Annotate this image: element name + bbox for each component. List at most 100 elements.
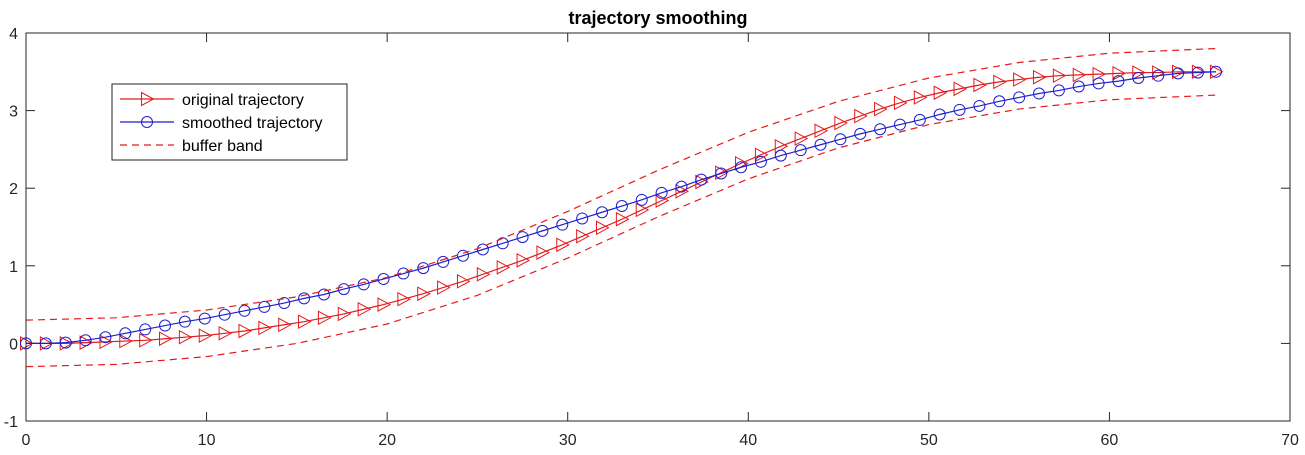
data-point (39, 337, 52, 350)
data-point (536, 245, 550, 260)
data-point (854, 108, 868, 124)
data-point (476, 266, 491, 282)
data-point (913, 90, 928, 105)
x-tick-label: 20 (378, 432, 396, 449)
data-point (456, 249, 469, 262)
data-point (854, 127, 867, 140)
data-point (516, 231, 529, 244)
legend-entry: buffer band (120, 138, 263, 155)
y-tick-label: 0 (9, 336, 18, 353)
legend-entry: smoothed trajectory (120, 115, 323, 132)
data-point (953, 81, 968, 97)
series-original-trajectory (19, 64, 1224, 351)
data-point (258, 300, 271, 313)
data-point (496, 260, 511, 275)
data-point (278, 317, 292, 333)
y-tick-label: 2 (9, 181, 18, 198)
data-point (1132, 72, 1145, 85)
series-line (26, 71, 1216, 344)
data-point (238, 323, 253, 339)
data-point (516, 253, 531, 268)
data-point (298, 314, 312, 330)
data-point (675, 183, 690, 199)
data-point (595, 220, 610, 236)
data-point (933, 108, 946, 121)
data-point (198, 328, 213, 343)
data-point (933, 85, 948, 101)
x-tick-label: 40 (739, 432, 757, 449)
data-point (615, 211, 630, 227)
y-tick-label: 1 (9, 259, 18, 276)
data-point (754, 155, 767, 168)
data-point (1132, 65, 1146, 80)
data-point (1052, 68, 1067, 84)
data-point (456, 273, 471, 289)
data-point (99, 334, 114, 350)
data-point (317, 288, 330, 301)
data-point (1033, 87, 1046, 100)
data-point (1112, 75, 1125, 88)
data-point (357, 301, 372, 317)
data-point (893, 95, 908, 111)
data-point (1072, 67, 1087, 83)
plot-frame (25, 32, 1291, 422)
data-point (993, 95, 1006, 108)
data-point (1172, 67, 1185, 80)
x-tick-label: 10 (198, 432, 216, 449)
data-point (337, 306, 352, 322)
data-point (596, 206, 609, 219)
data-point (357, 278, 370, 291)
legend-marker (141, 116, 153, 128)
data-point (1032, 69, 1047, 85)
data-point (973, 99, 986, 112)
data-point (159, 319, 172, 332)
x-tick-label: 70 (1281, 432, 1299, 449)
data-point (119, 327, 132, 340)
data-point (814, 138, 827, 151)
data-point (437, 255, 450, 268)
data-point (139, 332, 153, 348)
data-point (377, 297, 392, 312)
data-point (198, 312, 211, 325)
data-point (79, 334, 92, 347)
data-point (556, 218, 569, 231)
data-point (377, 272, 390, 285)
legend-marker (140, 91, 155, 107)
data-point (1013, 91, 1026, 104)
data-point (238, 304, 251, 317)
x-tick-label: 0 (22, 432, 31, 449)
data-point (417, 286, 431, 302)
chart-title: trajectory smoothing (568, 8, 747, 28)
buffer-band-lower-line (25, 94, 1216, 368)
data-point (59, 336, 72, 349)
data-point (993, 74, 1007, 90)
data-point (1191, 66, 1204, 79)
data-point (1112, 66, 1127, 81)
legend-label: smoothed trajectory (182, 115, 323, 132)
x-tick-label: 30 (559, 432, 577, 449)
data-point (1072, 80, 1085, 93)
data-point (834, 115, 848, 131)
data-point (576, 228, 590, 244)
data-point (874, 101, 888, 117)
data-point (397, 291, 411, 307)
data-point (1013, 72, 1027, 87)
data-point (159, 331, 173, 347)
data-point (139, 323, 152, 336)
data-point (476, 243, 489, 256)
data-point (615, 200, 628, 213)
data-point (1052, 84, 1065, 97)
y-tick-label: 3 (9, 104, 18, 121)
data-point (298, 292, 311, 305)
data-point (735, 161, 748, 174)
data-point (556, 237, 570, 253)
data-point (834, 133, 847, 146)
data-point (953, 103, 966, 116)
data-point (675, 180, 688, 193)
data-point (655, 193, 670, 208)
legend-label: original trajectory (182, 92, 304, 109)
data-point (437, 280, 451, 295)
